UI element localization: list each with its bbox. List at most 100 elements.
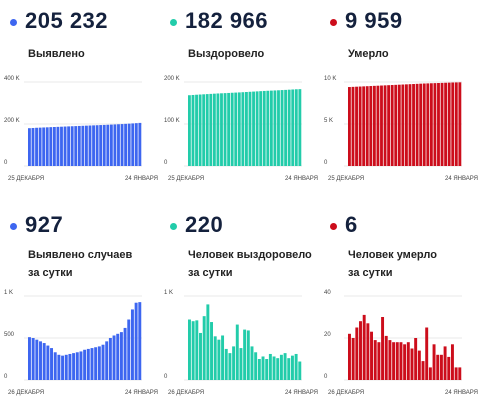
bar [232, 346, 236, 380]
bar [426, 83, 430, 166]
bar [454, 82, 458, 166]
legend-dot-icon [10, 222, 17, 230]
bar [290, 355, 294, 380]
y-tick-label: 0 [324, 374, 328, 380]
bar [359, 321, 362, 380]
bar [124, 123, 128, 166]
bar [60, 126, 63, 166]
stat-panel: 220 Человек выздоровело за сутки 0 1 K 26 ДЕК… [160, 204, 320, 408]
bar [425, 327, 429, 380]
bar [212, 93, 216, 166]
stat-panel: 9 959 Умерло 0 5 K 10 K 25 ДЕКАБРЯ 24 ЯНВАРЯ [320, 0, 480, 204]
bar [45, 127, 49, 166]
bar [291, 89, 295, 166]
bar [454, 367, 458, 380]
bar-chart: 0 500 1 K 26 ДЕКАБРЯ 24 ЯНВАРЯ [4, 290, 158, 396]
bar [67, 126, 71, 166]
bar [31, 127, 35, 166]
stat-value: 927 [25, 212, 64, 237]
bar [38, 127, 42, 166]
bar [437, 83, 440, 166]
y-tick-label: 0 [164, 160, 168, 166]
bar [246, 330, 250, 380]
bar [262, 90, 266, 166]
y-tick-label: 1 K [4, 290, 13, 296]
y-tick-label: 40 [324, 290, 331, 296]
bar [117, 124, 120, 166]
y-tick-label: 10 K [324, 76, 336, 82]
stat-value: 9 959 [345, 8, 403, 33]
bar [370, 331, 373, 380]
bar [348, 333, 351, 380]
bar [272, 356, 276, 380]
bar [138, 302, 142, 380]
bar [351, 86, 355, 166]
bar [83, 349, 87, 380]
bar [28, 337, 31, 380]
y-tick-label: 1 K [164, 290, 173, 296]
bar [395, 342, 399, 380]
bar [61, 355, 65, 380]
bar [35, 127, 38, 166]
y-tick-label: 400 K [4, 76, 20, 82]
bar [388, 340, 392, 380]
bar [414, 338, 418, 380]
bar [266, 90, 270, 166]
bar [421, 361, 425, 380]
legend-dot-icon [10, 18, 17, 26]
bar [105, 341, 109, 380]
bar [401, 84, 405, 166]
bar [348, 87, 351, 166]
bar [287, 89, 291, 166]
y-tick-label: 100 K [164, 118, 180, 124]
stat-headline: 220 [170, 212, 223, 238]
bar [130, 309, 134, 380]
bar [433, 83, 437, 166]
stat-headline: 6 [330, 212, 358, 238]
stat-label: Умерло [348, 45, 478, 63]
bar [257, 359, 261, 380]
bar [384, 335, 388, 380]
bar [248, 91, 252, 166]
bar [102, 124, 106, 166]
bar [205, 94, 209, 166]
bar [127, 123, 131, 166]
x-tick-label: 26 ДЕКАБРЯ [8, 390, 44, 396]
bar [42, 343, 46, 380]
legend-dot-icon [330, 18, 337, 26]
stat-label-line: Выявлено [28, 48, 85, 60]
x-tick-label: 25 ДЕКАБРЯ [8, 176, 44, 182]
bar [216, 93, 220, 166]
bar [373, 340, 377, 380]
bar [447, 82, 451, 166]
bar [220, 93, 223, 166]
bar [451, 82, 455, 166]
y-tick-label: 200 K [164, 76, 180, 82]
bar [284, 89, 288, 166]
bar [261, 356, 265, 380]
bar [280, 90, 284, 166]
bar [72, 353, 76, 380]
bar [355, 86, 358, 166]
bar [397, 84, 401, 166]
bar [235, 324, 239, 380]
bar [392, 342, 396, 380]
bar [188, 95, 191, 166]
bar [287, 358, 291, 380]
stat-value: 220 [185, 212, 224, 237]
x-tick-label: 24 ЯНВАРЯ [445, 176, 478, 182]
x-tick-label: 24 ЯНВАРЯ [125, 176, 158, 182]
bar [450, 344, 454, 380]
bar [101, 344, 105, 380]
y-tick-label: 0 [4, 160, 8, 166]
legend-dot-icon [330, 222, 337, 230]
stat-value: 205 232 [25, 8, 109, 33]
bar [432, 344, 436, 380]
bar [387, 85, 391, 166]
bar [239, 348, 243, 380]
bar [52, 127, 56, 166]
bar [269, 90, 273, 166]
bar [252, 91, 255, 166]
stat-panel: 6 Человек умерло за сутки 0 20 40 26 ДЕКАБРЯ 24… [320, 204, 480, 408]
bar [362, 86, 366, 166]
